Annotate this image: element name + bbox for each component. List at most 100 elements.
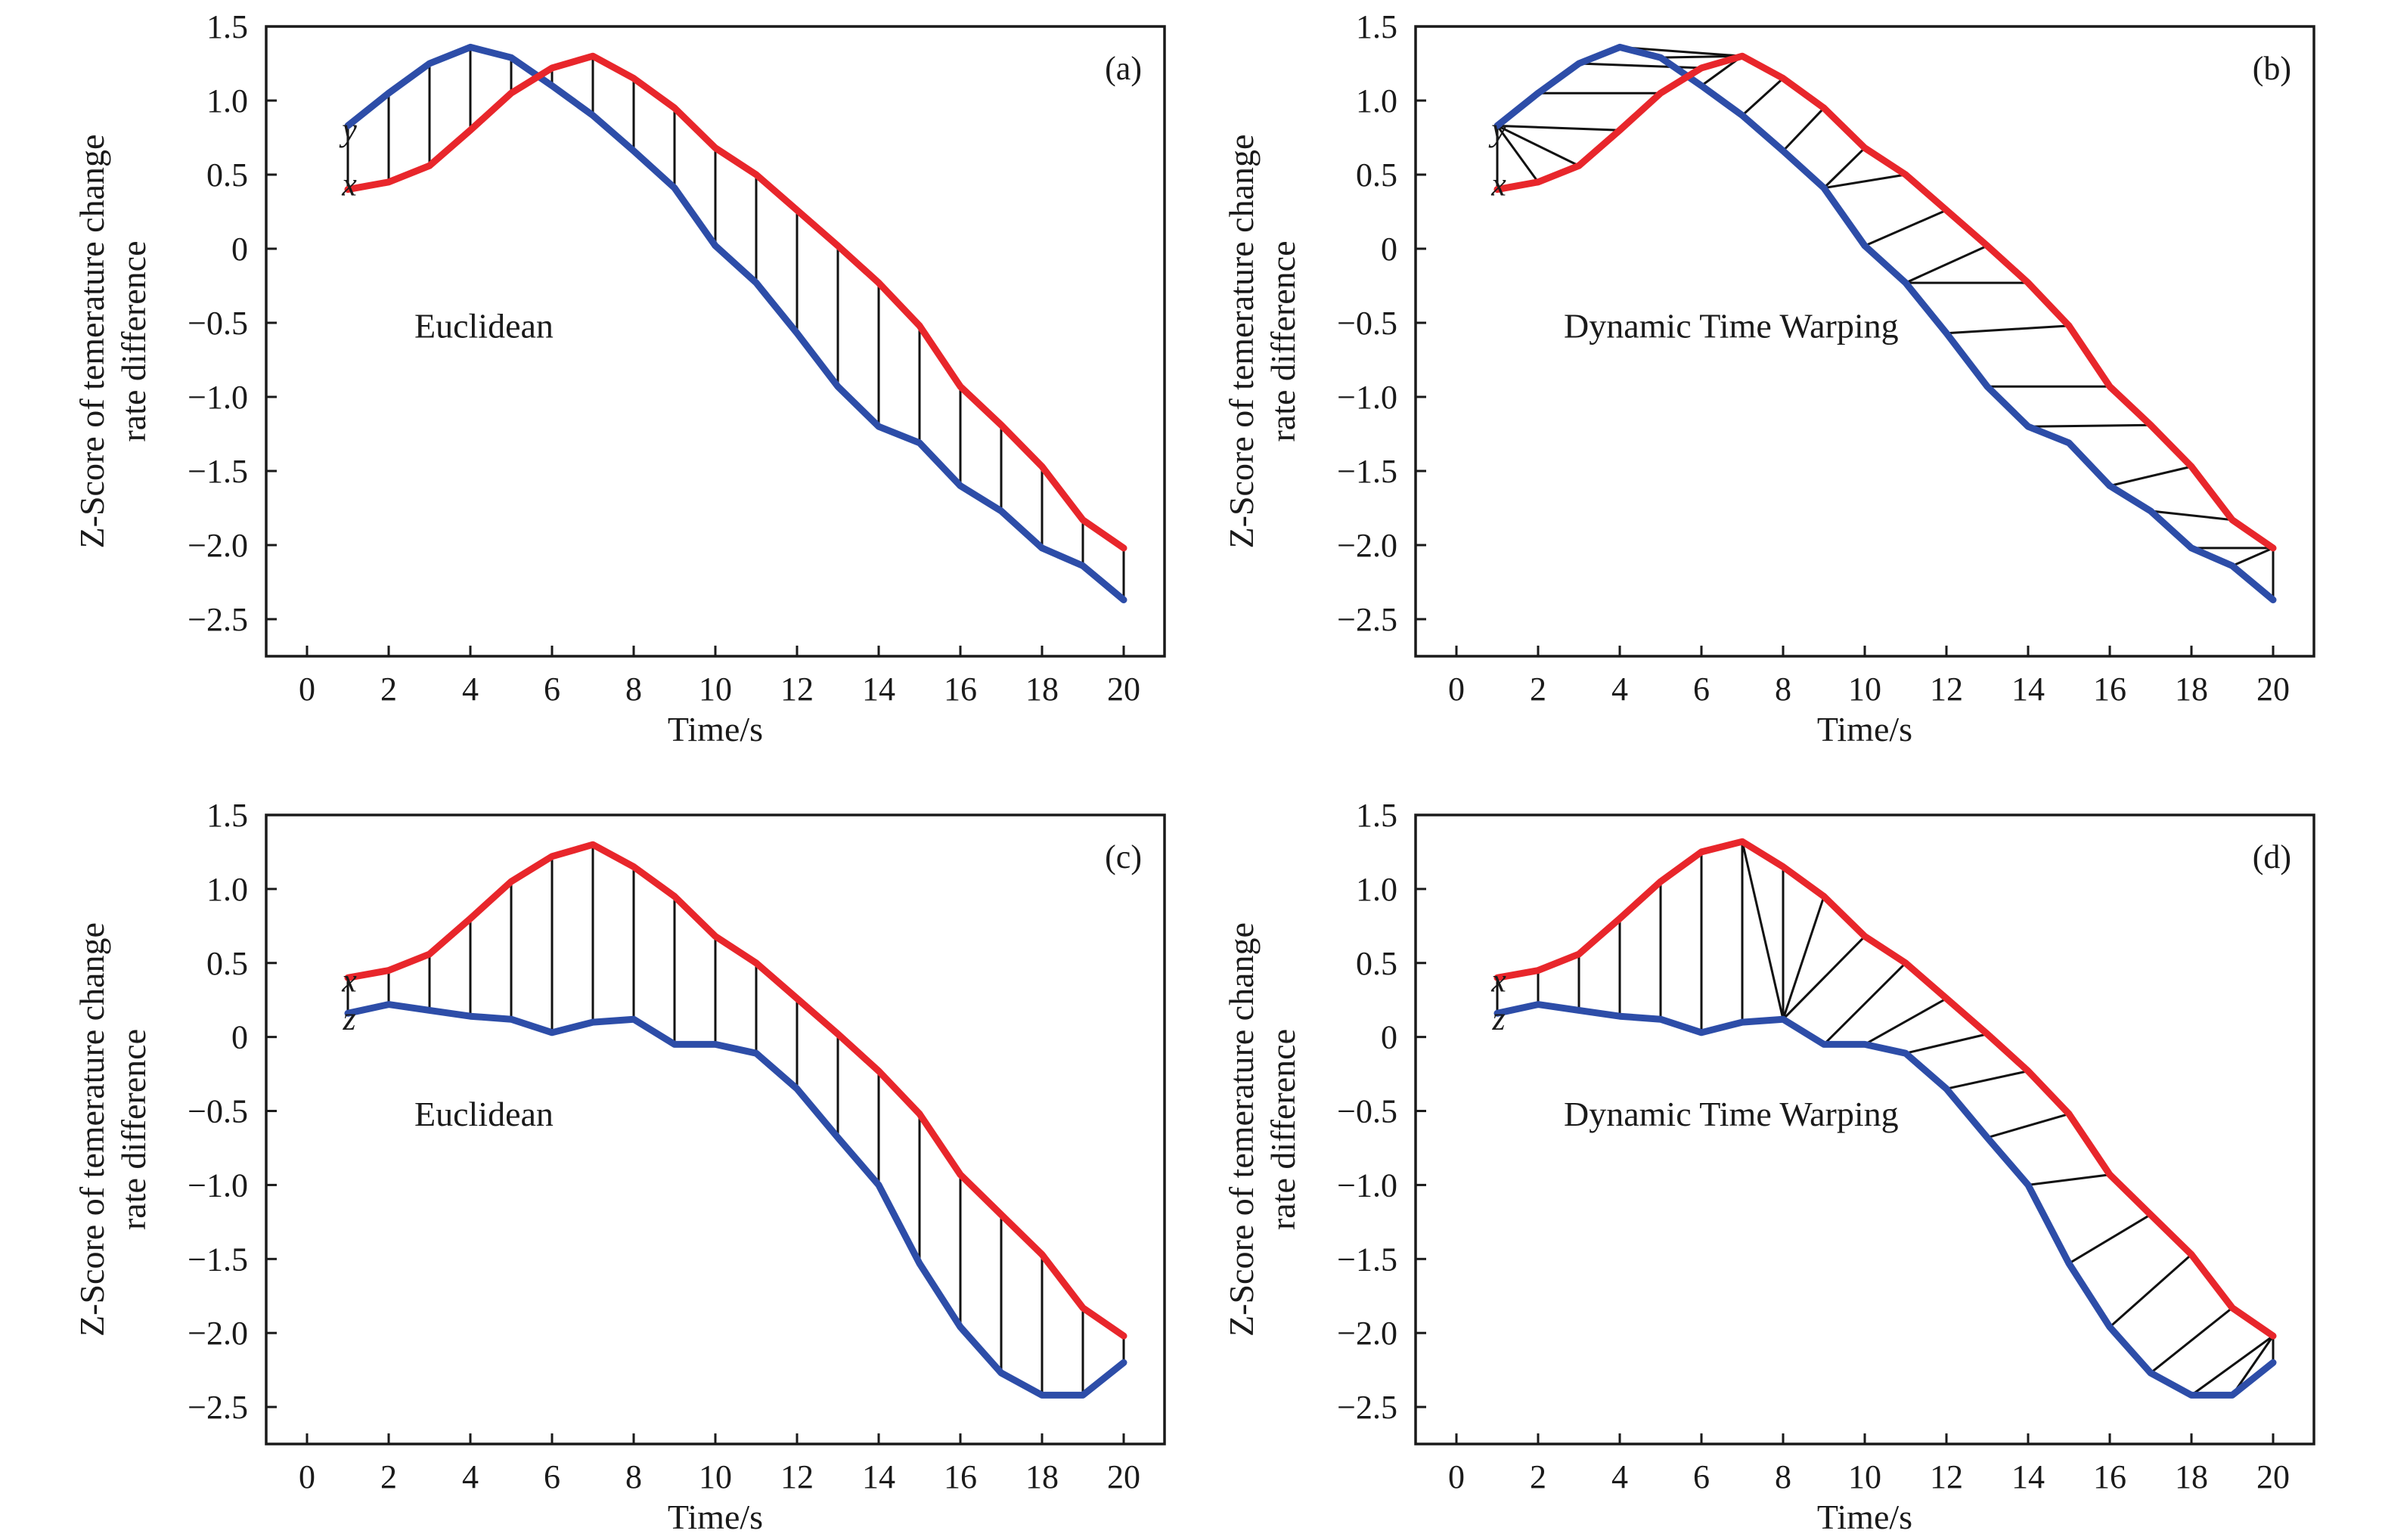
x-tick-label: 4 — [1611, 671, 1628, 708]
y-tick-label: 0.5 — [206, 945, 248, 982]
x-tick-label: 10 — [1848, 671, 1881, 708]
y-axis-title-line-2: rate difference — [1264, 240, 1302, 442]
y-tick-label: 0 — [231, 231, 248, 268]
x-tick-label: 6 — [1693, 1458, 1710, 1495]
y-tick-label: 0 — [231, 1019, 248, 1056]
x-tick-label: 4 — [1611, 1458, 1628, 1495]
y-axis-title-line-1: Z-Score of temerature change — [73, 135, 111, 549]
x-axis-title: Time/s — [668, 1498, 763, 1536]
y-tick-label: 1.5 — [206, 797, 248, 834]
series-line-y — [1493, 43, 2277, 603]
x-tick-label: 0 — [1448, 1458, 1465, 1495]
y-tick-label: −2.0 — [1337, 527, 1397, 564]
alignment-link — [2068, 1213, 2151, 1265]
panel-label: (b) — [2253, 50, 2291, 87]
y-tick-label: −2.0 — [1337, 1315, 1397, 1352]
alignment-link — [2027, 423, 2151, 428]
y-axis-title-line-2: rate difference — [114, 240, 153, 442]
series-tag-z: z — [1491, 1000, 1505, 1037]
x-tick-label: 8 — [625, 671, 642, 708]
y-tick-label: 1.0 — [1356, 82, 1397, 119]
method-label: Euclidean — [414, 307, 554, 345]
x-tick-label: 2 — [1530, 1458, 1546, 1495]
chart-panel-c: 0 2 4 6 8 10 12 14 16 18 20 1.5 1.0 0.5 0 −0.5 −1.0 −1.5 −… — [73, 797, 1166, 1536]
series-line-x — [1493, 52, 2277, 552]
y-axis-title-line-1: Z-Score of temerature change — [1222, 922, 1261, 1337]
x-tick-label: 20 — [1107, 1458, 1140, 1495]
y-tick-label: −1.0 — [1337, 1167, 1397, 1204]
x-tick-label: 20 — [2256, 1458, 2290, 1495]
x-tick-label: 2 — [380, 1458, 397, 1495]
series-tag-x: x — [341, 962, 357, 999]
alignment-link — [1660, 54, 1743, 59]
x-tick-label: 12 — [780, 671, 814, 708]
alignment-link — [1987, 1113, 2070, 1139]
alignment-link — [1782, 107, 1825, 152]
y-tick-label: −1.5 — [1337, 453, 1397, 490]
x-tick-label: 10 — [1848, 1458, 1881, 1495]
y-tick-label: 1.5 — [206, 8, 248, 45]
alignment-link — [2109, 1253, 2192, 1328]
x-tick-label: 2 — [1530, 671, 1546, 708]
series-tag-z: z — [342, 1000, 355, 1037]
alignment-link — [1864, 997, 1947, 1046]
series-tag-y: y — [339, 111, 357, 148]
series-line-x — [1493, 838, 2277, 1340]
series-line-z — [1493, 1001, 2277, 1399]
x-tick-label: 4 — [462, 671, 479, 708]
x-tick-label: 14 — [862, 1458, 895, 1495]
y-tick-label: −0.5 — [1337, 1093, 1397, 1130]
x-tick-label: 12 — [1930, 1458, 1963, 1495]
alignment-link — [1864, 209, 1947, 247]
x-tick-label: 0 — [299, 671, 315, 708]
x-tick-label: 20 — [2256, 671, 2290, 708]
y-tick-label: −1.0 — [188, 1167, 248, 1204]
x-tick-label: 12 — [780, 1458, 814, 1495]
y-tick-label: 0 — [1381, 231, 1397, 268]
method-label: Dynamic Time Warping — [1564, 307, 1899, 345]
alignment-link — [1782, 935, 1866, 1021]
y-tick-label: 0.5 — [206, 156, 248, 194]
chart-panel-d: 0 2 4 6 8 10 12 14 16 18 20 1.5 1.0 0.5 0 −0.5 −1.0 −1.5 −… — [1222, 797, 2315, 1536]
series-line-z — [344, 1001, 1127, 1399]
x-tick-label: 0 — [299, 1458, 315, 1495]
alignment-link — [1905, 1033, 1988, 1055]
series-line-y — [344, 43, 1127, 603]
x-tick-label: 14 — [2011, 1458, 2045, 1495]
x-axis-title: Time/s — [1817, 1498, 1912, 1536]
x-tick-label: 18 — [1025, 671, 1059, 708]
x-tick-label: 10 — [699, 671, 732, 708]
series-tag-x: x — [341, 166, 357, 203]
y-tick-label: −0.5 — [188, 1093, 248, 1130]
y-axis-title-line-1: Z-Score of temerature change — [73, 922, 111, 1337]
x-tick-label: 0 — [1448, 671, 1465, 708]
alignment-link — [2109, 465, 2192, 488]
x-tick-label: 12 — [1930, 671, 1963, 708]
chart-panel-b: 0 2 4 6 8 10 12 14 16 18 20 1.5 1.0 0.5 0 −0.5 −1.0 −1.5 −… — [1222, 8, 2315, 748]
y-tick-label: 1.0 — [206, 82, 248, 119]
alignment-link — [1497, 124, 1580, 167]
x-tick-label: 8 — [1775, 671, 1791, 708]
y-axis-title-line-1: Z-Score of temerature change — [1222, 135, 1261, 549]
y-tick-label: 1.0 — [1356, 871, 1397, 908]
alignment-link — [1741, 841, 1785, 1020]
x-tick-label: 16 — [944, 1458, 977, 1495]
y-tick-label: −1.0 — [1337, 379, 1397, 416]
y-tick-label: −1.5 — [188, 1241, 248, 1278]
y-tick-label: −1.5 — [1337, 1241, 1397, 1278]
y-tick-label: −2.0 — [188, 527, 248, 564]
x-tick-label: 14 — [862, 671, 895, 708]
x-tick-label: 14 — [2011, 671, 2045, 708]
alignment-link — [1823, 173, 1906, 190]
x-tick-label: 18 — [2175, 1458, 2208, 1495]
alignment-link — [2027, 1173, 2111, 1186]
x-tick-label: 6 — [544, 1458, 560, 1495]
y-tick-label: 1.0 — [206, 871, 248, 908]
plot-frame — [265, 25, 1166, 658]
alignment-link — [1578, 62, 1702, 70]
y-tick-label: 0.5 — [1356, 156, 1397, 194]
alignment-link — [2231, 1335, 2275, 1396]
x-tick-label: 18 — [1025, 1458, 1059, 1495]
series-tag-x: x — [1490, 962, 1506, 999]
x-axis-title: Time/s — [1817, 710, 1912, 748]
